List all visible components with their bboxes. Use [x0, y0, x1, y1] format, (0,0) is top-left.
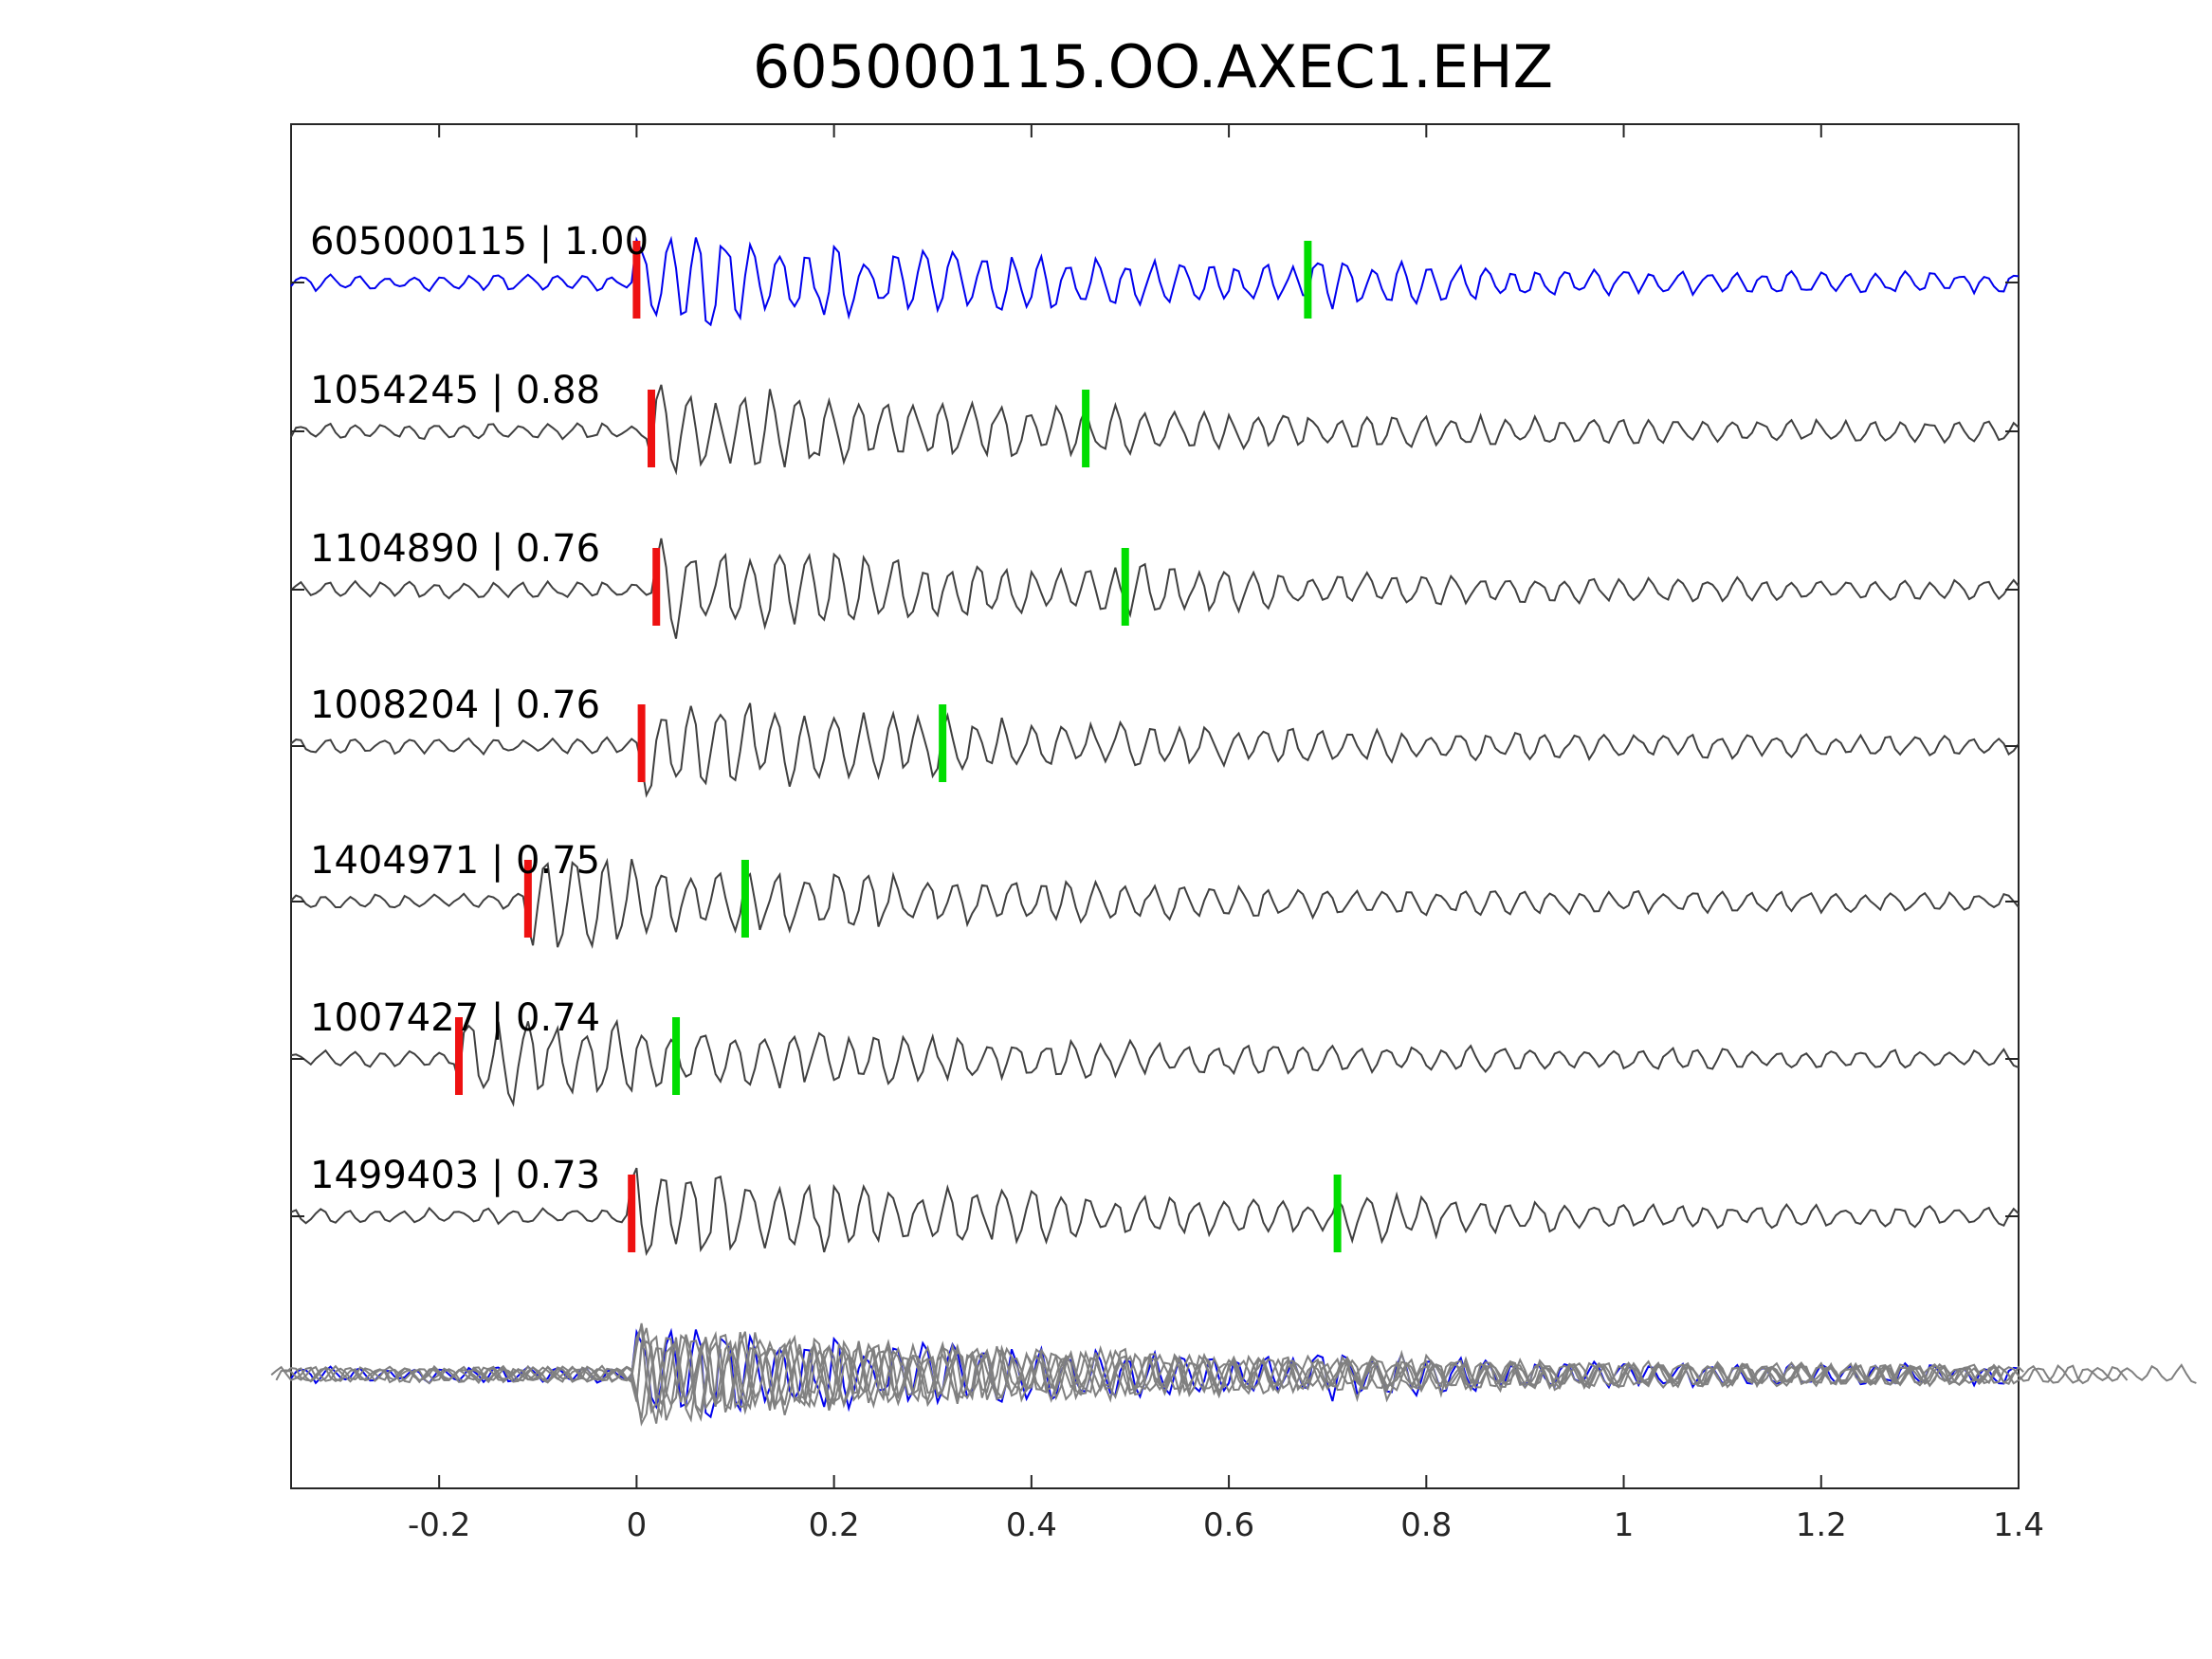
chart-title: 605000115.OO.AXEC1.EHZ	[753, 32, 1553, 101]
overlay-trace-1007427	[468, 1334, 2197, 1423]
waveform-605000115	[290, 235, 2020, 327]
trace-label-1008204: 1008204 | 0.76	[310, 684, 600, 727]
trace-labels: 605000115 | 1.00 1054245 | 0.88 1104890 | …	[310, 220, 649, 1197]
trace-label-1054245: 1054245 | 0.88	[310, 369, 600, 412]
x-tick-label: 0.4	[1006, 1506, 1057, 1544]
x-tick-label: 1.4	[1993, 1506, 2044, 1544]
trace-label-1404971: 1404971 | 0.75	[310, 839, 600, 883]
overlay-trace-1499403	[295, 1325, 2024, 1415]
waveform-traces	[290, 235, 2020, 1257]
overlay-stack	[270, 1322, 2197, 1427]
waveform-1499403	[290, 1167, 2020, 1257]
x-tick-label: 0.8	[1400, 1506, 1452, 1544]
waveform-1054245	[290, 384, 2020, 476]
x-tick-label: 0	[627, 1506, 648, 1544]
x-tick-label: 0.6	[1203, 1506, 1254, 1544]
x-axis: -0.2 0 0.2 0.4 0.6 0.8 1 1.2 1.4	[291, 124, 2044, 1544]
trace-label-605000115: 605000115 | 1.00	[310, 220, 649, 264]
waveform-1104890	[290, 538, 2020, 639]
trace-label-1104890: 1104890 | 0.76	[310, 527, 600, 571]
overlay-trace-1404971	[398, 1330, 2129, 1423]
x-tick-label: -0.2	[408, 1506, 470, 1544]
trace-label-1007427: 1007427 | 0.74	[310, 996, 600, 1040]
trace-label-1499403: 1499403 | 0.73	[310, 1154, 600, 1197]
x-tick-label: 1.2	[1796, 1506, 1847, 1544]
x-tick-label: 0.2	[809, 1506, 860, 1544]
overlay-trace-1104890	[270, 1322, 2000, 1424]
waveform-1008204	[290, 702, 2020, 798]
waveform-1404971	[290, 857, 2020, 949]
plot-frame	[290, 123, 2020, 1489]
phase-picks	[454, 241, 1342, 1252]
waveform-1007427	[290, 1018, 2020, 1107]
x-tick-label: 1	[1614, 1506, 1635, 1544]
